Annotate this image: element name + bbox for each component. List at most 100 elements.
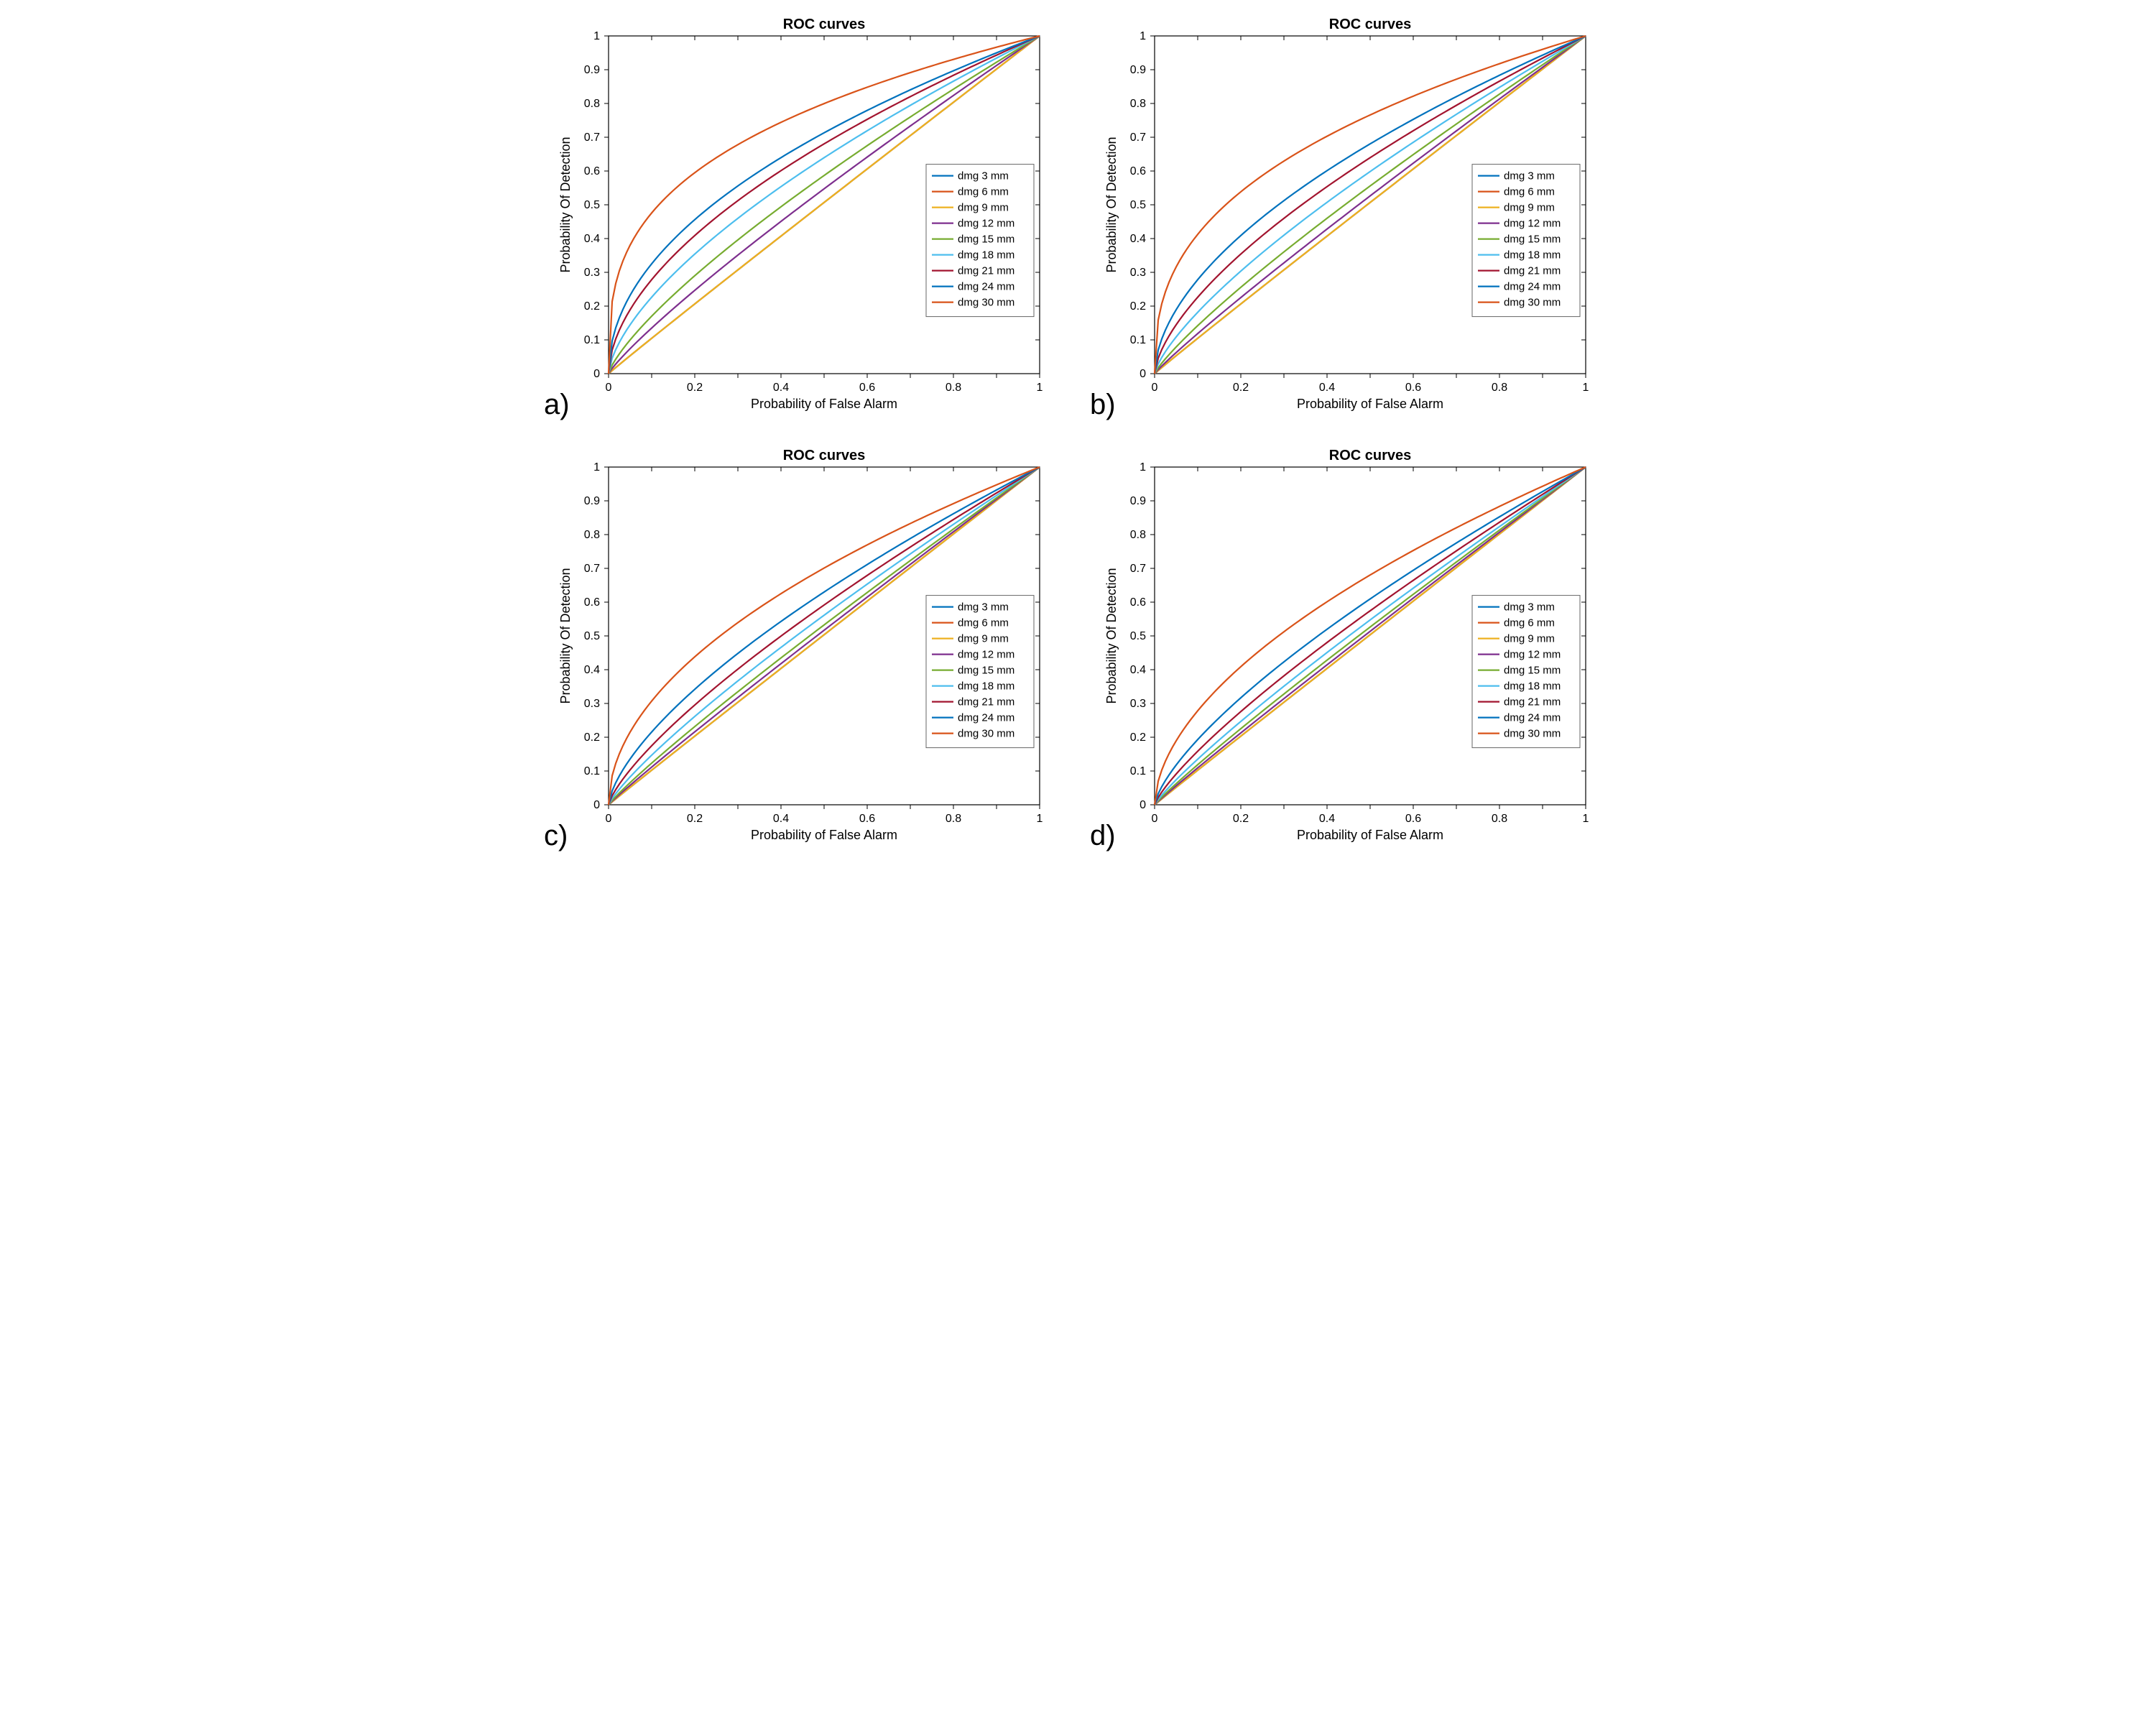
x-tick-label: 0.6 <box>1405 382 1421 394</box>
y-tick-label: 1 <box>593 461 600 474</box>
y-tick-label: 1 <box>1140 30 1146 42</box>
y-axis-label: Probability Of Detection <box>1104 568 1119 703</box>
x-tick-label: 0 <box>606 813 612 825</box>
panel-b: b)000.10.20.20.30.40.40.50.60.60.70.80.8… <box>1099 14 1601 417</box>
y-tick-label: 0.3 <box>584 267 600 279</box>
legend-label: dmg 12 mm <box>958 218 1014 230</box>
legend-label: dmg 6 mm <box>958 617 1009 629</box>
chart-title: ROC curves <box>783 17 866 32</box>
legend-label: dmg 9 mm <box>958 633 1009 645</box>
y-tick-label: 0.6 <box>1130 596 1146 609</box>
chart-title: ROC curves <box>783 448 866 463</box>
x-axis-label: Probability of False Alarm <box>751 828 897 842</box>
y-tick-label: 1 <box>1140 461 1146 474</box>
y-tick-label: 0.8 <box>1130 529 1146 541</box>
x-tick-label: 0.2 <box>1233 813 1249 825</box>
legend-label: dmg 24 mm <box>1504 712 1561 724</box>
legend-label: dmg 6 mm <box>1504 186 1555 198</box>
x-tick-label: 0.4 <box>773 382 789 394</box>
y-axis-label: Probability Of Detection <box>1104 137 1119 272</box>
y-tick-label: 0 <box>1140 799 1146 811</box>
y-tick-label: 1 <box>593 30 600 42</box>
x-axis-label: Probability of False Alarm <box>751 397 897 411</box>
x-axis-label: Probability of False Alarm <box>1297 828 1443 842</box>
legend-label: dmg 18 mm <box>1504 680 1561 693</box>
y-tick-label: 0.8 <box>1130 98 1146 110</box>
x-tick-label: 0.6 <box>1405 813 1421 825</box>
legend: dmg 3 mmdmg 6 mmdmg 9 mmdmg 12 mmdmg 15 … <box>1472 596 1580 748</box>
y-tick-label: 0 <box>593 368 600 380</box>
y-tick-label: 0.9 <box>584 64 600 76</box>
y-tick-label: 0.4 <box>584 664 600 676</box>
y-tick-label: 0.1 <box>1130 765 1146 777</box>
legend-label: dmg 15 mm <box>1504 234 1561 246</box>
y-tick-label: 0.2 <box>1130 300 1146 313</box>
legend-label: dmg 30 mm <box>1504 297 1561 309</box>
panel-c: c)000.10.20.20.30.40.40.50.60.60.70.80.8… <box>553 445 1055 848</box>
roc-chart-c: 000.10.20.20.30.40.40.50.60.60.70.80.80.… <box>553 445 1055 848</box>
y-tick-label: 0.2 <box>584 731 600 744</box>
y-tick-label: 0.8 <box>584 98 600 110</box>
roc-chart-b: 000.10.20.20.30.40.40.50.60.60.70.80.80.… <box>1099 14 1601 417</box>
x-tick-label: 1 <box>1037 813 1043 825</box>
y-tick-label: 0.9 <box>584 495 600 507</box>
y-tick-label: 0.3 <box>1130 698 1146 710</box>
legend-label: dmg 21 mm <box>958 265 1014 277</box>
legend-label: dmg 18 mm <box>958 680 1014 693</box>
y-tick-label: 0.1 <box>584 765 600 777</box>
legend-label: dmg 15 mm <box>958 665 1014 677</box>
x-tick-label: 0.6 <box>859 382 875 394</box>
legend-label: dmg 21 mm <box>1504 696 1561 708</box>
y-tick-label: 0 <box>1140 368 1146 380</box>
y-tick-label: 0.9 <box>1130 495 1146 507</box>
y-tick-label: 0.5 <box>1130 199 1146 211</box>
y-tick-label: 0.5 <box>584 630 600 642</box>
x-tick-label: 0.8 <box>946 813 961 825</box>
x-tick-label: 0 <box>606 382 612 394</box>
y-tick-label: 0.5 <box>584 199 600 211</box>
legend-label: dmg 30 mm <box>958 297 1014 309</box>
legend-label: dmg 12 mm <box>1504 218 1561 230</box>
x-tick-label: 0.8 <box>1492 382 1507 394</box>
y-tick-label: 0.4 <box>584 233 600 245</box>
y-tick-label: 0.4 <box>1130 233 1146 245</box>
y-tick-label: 0.7 <box>584 131 600 144</box>
legend-label: dmg 18 mm <box>958 249 1014 262</box>
y-tick-label: 0.7 <box>584 563 600 575</box>
legend-label: dmg 21 mm <box>1504 265 1561 277</box>
y-tick-label: 0.8 <box>584 529 600 541</box>
x-tick-label: 1 <box>1583 382 1589 394</box>
y-tick-label: 0.4 <box>1130 664 1146 676</box>
panel-a: a)000.10.20.20.30.40.40.50.60.60.70.80.8… <box>553 14 1055 417</box>
y-tick-label: 0.7 <box>1130 563 1146 575</box>
y-tick-label: 0.9 <box>1130 64 1146 76</box>
x-axis-label: Probability of False Alarm <box>1297 397 1443 411</box>
legend-label: dmg 9 mm <box>1504 633 1555 645</box>
y-tick-label: 0.2 <box>1130 731 1146 744</box>
x-tick-label: 0.4 <box>773 813 789 825</box>
chart-grid: a)000.10.20.20.30.40.40.50.60.60.70.80.8… <box>553 14 1601 848</box>
y-tick-label: 0.2 <box>584 300 600 313</box>
y-tick-label: 0.1 <box>1130 334 1146 346</box>
chart-title: ROC curves <box>1329 17 1412 32</box>
panel-label-a: a) <box>544 389 570 421</box>
panel-label-b: b) <box>1090 389 1116 421</box>
legend-label: dmg 3 mm <box>1504 170 1555 183</box>
x-tick-label: 0.8 <box>1492 813 1507 825</box>
legend-label: dmg 21 mm <box>958 696 1014 708</box>
x-tick-label: 0 <box>1152 382 1158 394</box>
legend-label: dmg 6 mm <box>1504 617 1555 629</box>
y-tick-label: 0.6 <box>1130 165 1146 177</box>
y-tick-label: 0 <box>593 799 600 811</box>
legend-label: dmg 3 mm <box>958 170 1009 183</box>
legend-label: dmg 15 mm <box>958 234 1014 246</box>
legend-label: dmg 24 mm <box>958 712 1014 724</box>
x-tick-label: 0.2 <box>1233 382 1249 394</box>
chart-title: ROC curves <box>1329 448 1412 463</box>
legend-label: dmg 18 mm <box>1504 249 1561 262</box>
x-tick-label: 0.4 <box>1319 813 1335 825</box>
legend-label: dmg 6 mm <box>958 186 1009 198</box>
y-tick-label: 0.7 <box>1130 131 1146 144</box>
legend-label: dmg 3 mm <box>1504 601 1555 614</box>
x-tick-label: 1 <box>1583 813 1589 825</box>
